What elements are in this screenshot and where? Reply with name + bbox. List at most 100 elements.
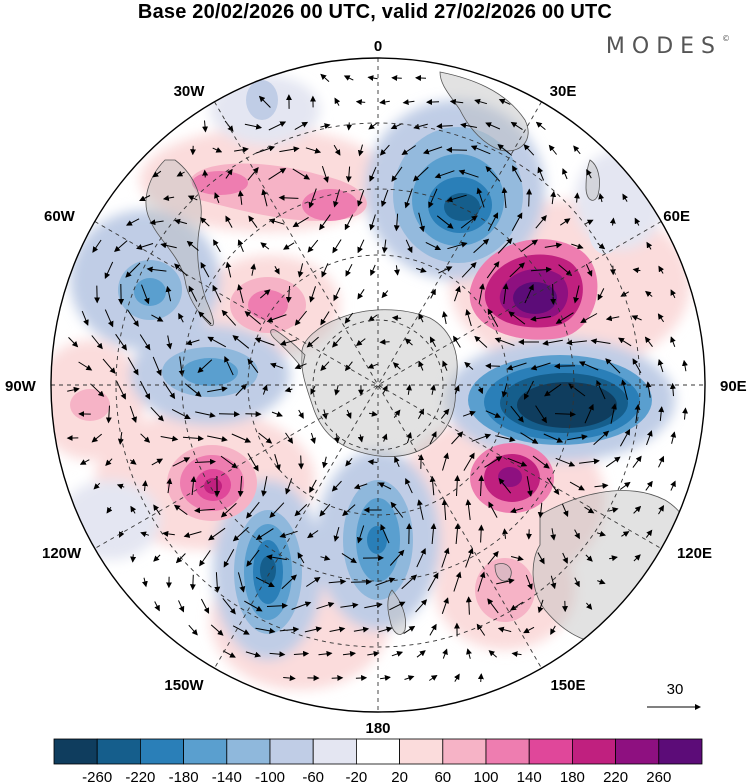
colorbar-tick-label: 20 [391,769,408,783]
wind-vector [279,626,300,633]
lon-label-0: 0 [374,38,382,55]
wind-vector [429,475,436,496]
wind-vector [632,455,642,468]
wind-vector [369,214,376,231]
wind-vector [543,433,564,443]
wind-vector [357,190,365,207]
wind-vector [356,525,365,544]
wind-vector [162,195,175,201]
wind-vector [476,623,486,636]
wind-vector [670,480,676,491]
wind-vector [320,361,330,372]
wind-vector [200,262,210,278]
wind-vector [526,188,533,207]
wind-vector [416,650,426,658]
wind-vector [127,357,139,376]
wind-vector [357,144,364,157]
colorbar-swatch [226,738,271,765]
colorbar-swatch [139,738,184,765]
wind-vector [81,310,89,326]
wind-vector [202,120,209,133]
wind-vector [470,145,491,155]
wind-vector [471,433,492,442]
lon-label-30w: 30W [174,83,206,100]
wind-vector [379,338,390,345]
wind-vector [382,385,388,395]
wind-vector [333,144,341,156]
wind-vector [562,552,568,564]
wind-vector [245,651,262,658]
wind-vector [369,166,377,182]
wind-vector [237,284,244,304]
wind-vector [391,166,403,182]
wind-vector [220,502,237,518]
wind-vector [508,311,526,325]
wind-vector [190,476,197,496]
wind-vector [255,627,276,634]
wind-vector [207,435,228,442]
wind-vector [634,217,641,226]
wind-vector [195,411,216,418]
wind-vector [346,122,353,131]
wind-vector [544,242,563,249]
wind-vector [285,432,294,444]
wind-vector [584,403,594,424]
wind-vector [526,476,533,497]
wind-vector [90,383,105,397]
wind-vector [321,263,329,278]
wind-vector [477,386,484,395]
wind-vector [188,285,198,302]
wind-vector [283,675,296,682]
wind-vector [442,648,448,659]
wind-vector [139,334,151,351]
wind-vector [550,575,557,590]
wind-vector [307,239,319,253]
wind-vector [255,528,274,540]
wind-vector [78,361,93,371]
wind-vector [497,237,513,254]
wind-vector [561,503,569,518]
wind-vector [266,554,287,561]
colorbar-swatch [312,738,357,765]
wind-vector [316,601,335,610]
wind-vector [67,386,80,393]
wind-vector [478,475,485,497]
wind-vector [605,358,621,374]
wind-vector [510,555,524,562]
wind-vector [220,455,238,469]
wind-vector [476,187,485,208]
wind-vector [510,121,523,131]
map-title: Base 20/02/2026 00 UTC, valid 27/02/2026… [137,1,613,23]
wind-vector [232,625,250,635]
wind-vector [596,530,606,537]
wind-vector [593,430,610,446]
wind-vector [319,503,331,517]
wind-vector [278,194,299,201]
wind-vector [237,190,244,205]
wind-vector [497,626,512,633]
wind-vector [268,121,287,131]
wind-vector [247,358,259,373]
wind-vector [447,241,468,250]
wind-vector [378,482,392,490]
wind-vector [458,169,479,178]
wind-vector [306,336,319,348]
wind-vector [294,363,307,370]
wind-vector [139,195,151,201]
wind-vector [507,457,528,467]
wind-vector [497,143,513,156]
wind-vector [129,458,137,465]
wind-vector [453,384,460,395]
wind-vector [619,481,631,490]
wind-vector [605,315,620,322]
wind-vector [104,309,114,328]
lon-label-90e: 90E [720,378,747,395]
wind-vector [530,362,551,371]
colorbar: -260 -220 -180 -140 -100 -60 -20 20 60 100 140 180 2… [53,738,703,783]
wind-vector [248,215,258,228]
wind-vector [404,675,415,681]
wind-vector [307,530,319,539]
wind-vector [416,499,424,520]
wind-vector [268,168,287,180]
wind-vector [234,146,249,153]
